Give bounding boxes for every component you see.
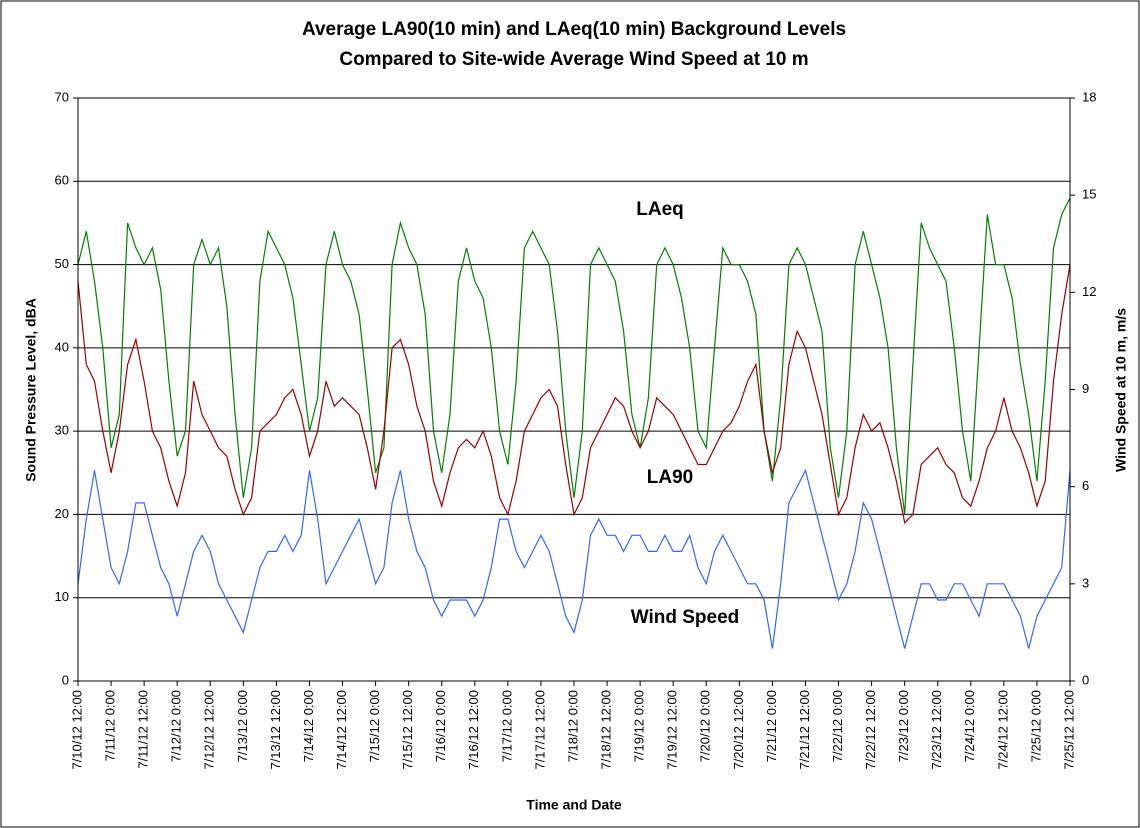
x-tick-label: 7/23/12 12:00 xyxy=(929,690,944,770)
x-tick-label: 7/21/12 0:00 xyxy=(764,690,779,762)
x-tick-label: 7/16/12 0:00 xyxy=(433,690,448,762)
y-tick-label: 10 xyxy=(55,589,69,604)
y-tick-label: 40 xyxy=(55,339,69,354)
x-tick-label: 7/22/12 0:00 xyxy=(830,690,845,762)
y-tick-label: 0 xyxy=(62,672,69,687)
x-tick-label: 7/16/12 12:00 xyxy=(466,690,481,770)
x-tick-label: 7/13/12 0:00 xyxy=(235,690,250,762)
series-label: LA90 xyxy=(647,467,693,488)
y-tick-label: 20 xyxy=(55,506,69,521)
x-tick-label: 7/24/12 12:00 xyxy=(995,690,1010,770)
y2-tick-label: 6 xyxy=(1082,478,1089,493)
y2-tick-label: 9 xyxy=(1082,381,1089,396)
x-tick-label: 7/24/12 0:00 xyxy=(962,690,977,762)
y2-tick-label: 3 xyxy=(1082,575,1089,590)
x-tick-label: 7/10/12 12:00 xyxy=(69,690,84,770)
series-label: LAeq xyxy=(636,199,684,220)
x-tick-label: 7/21/12 12:00 xyxy=(797,690,812,770)
x-tick-label: 7/13/12 12:00 xyxy=(268,690,283,770)
x-tick-label: 7/20/12 12:00 xyxy=(731,690,746,770)
x-tick-label: 7/14/12 0:00 xyxy=(301,690,316,762)
series-line xyxy=(77,264,1071,525)
x-tick-label: 7/22/12 12:00 xyxy=(863,690,878,770)
y2-tick-label: 0 xyxy=(1082,672,1089,687)
y-tick-label: 50 xyxy=(55,256,69,271)
chart-subtitle: Compared to Site-wide Average Wind Speed… xyxy=(339,49,808,70)
x-tick-label: 7/12/12 12:00 xyxy=(202,690,217,770)
series-label: Wind Speed xyxy=(631,607,740,628)
y2-tick-label: 18 xyxy=(1082,89,1096,104)
y-tick-label: 30 xyxy=(55,423,69,438)
x-tick-label: 7/20/12 0:00 xyxy=(698,690,713,762)
series-line xyxy=(77,468,1071,649)
x-tick-label: 7/14/12 12:00 xyxy=(334,690,349,770)
x-tick-label: 7/15/12 0:00 xyxy=(367,690,382,762)
x-axis-title: Time and Date xyxy=(526,797,622,813)
y2-tick-label: 15 xyxy=(1082,187,1096,202)
x-tick-label: 7/11/12 0:00 xyxy=(103,690,118,761)
x-tick-label: 7/19/12 0:00 xyxy=(632,690,647,762)
x-tick-label: 7/17/12 0:00 xyxy=(499,690,514,762)
x-tick-label: 7/18/12 0:00 xyxy=(565,690,580,762)
y-axis-title: Sound Pressure Level, dBA xyxy=(23,298,39,482)
series-line xyxy=(77,197,1071,515)
x-tick-label: 7/18/12 12:00 xyxy=(599,690,614,770)
x-tick-label: 7/17/12 12:00 xyxy=(532,690,547,770)
y2-axis-title: Wind Speed at 10 m, m/s xyxy=(1113,308,1129,472)
y2-tick-label: 12 xyxy=(1082,284,1096,299)
x-tick-label: 7/19/12 12:00 xyxy=(665,690,680,770)
x-tick-label: 7/25/12 12:00 xyxy=(1061,690,1076,770)
x-tick-label: 7/23/12 0:00 xyxy=(896,690,911,762)
x-tick-label: 7/25/12 0:00 xyxy=(1028,690,1043,762)
y-tick-label: 70 xyxy=(55,89,69,104)
chart-title: Average LA90(10 min) and LAeq(10 min) Ba… xyxy=(302,19,846,40)
x-tick-label: 7/15/12 12:00 xyxy=(400,690,415,770)
x-tick-label: 7/11/12 12:00 xyxy=(136,690,151,769)
y-tick-label: 60 xyxy=(55,173,69,188)
x-tick-label: 7/12/12 0:00 xyxy=(169,690,184,762)
